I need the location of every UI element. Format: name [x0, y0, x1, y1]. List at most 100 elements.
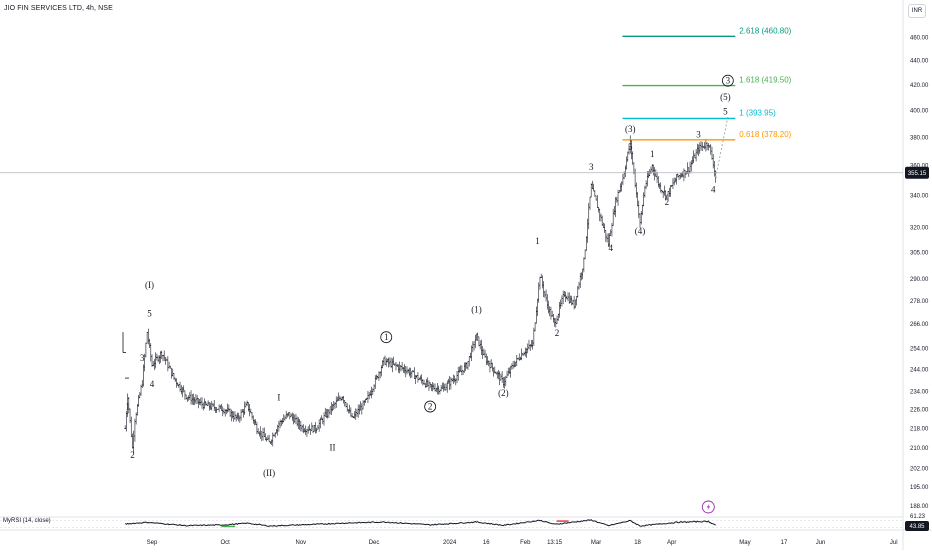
y-tick-label: 226.00 — [910, 408, 929, 414]
y-tick-label: 195.00 — [910, 485, 929, 491]
wave-text: (1) — [471, 305, 482, 315]
wave-text: 5 — [723, 106, 728, 116]
y-tick-label: 234.00 — [910, 389, 929, 395]
x-tick-label: Jun — [816, 540, 826, 546]
wave-text: 3 — [726, 76, 731, 86]
wave-text: 2 — [428, 402, 433, 412]
wave-label: 5 — [147, 308, 152, 318]
fib-label: 1.618 (419.50) — [739, 76, 791, 85]
wave-label: 5 — [628, 142, 633, 152]
wave-text: 1 — [125, 402, 130, 412]
y-tick-label: 305.00 — [910, 251, 929, 257]
wave-circle — [424, 400, 437, 413]
wave-text: (4) — [635, 226, 646, 236]
rsi-indicator-label[interactable]: MyRSI (14, close) — [3, 518, 51, 524]
wave-label: 1 — [535, 236, 540, 246]
wave-circle — [380, 331, 393, 344]
y-tick-label: 244.00 — [910, 367, 929, 373]
wave-text: II — [330, 443, 336, 453]
wave-label: 3 — [140, 353, 145, 363]
rsi-value: 43.85 — [909, 524, 925, 530]
rsi-value-tag — [905, 521, 929, 531]
rsi-top-value: 61.23 — [910, 514, 926, 520]
x-tick-label: 16 — [483, 540, 490, 546]
wave-text: 2 — [665, 197, 670, 207]
wave-label: II — [330, 443, 336, 453]
wave-text: 5 — [147, 308, 152, 318]
wave-text: (3) — [625, 124, 636, 134]
wave-text: 4 — [150, 379, 155, 389]
x-tick-label: Apr — [667, 540, 676, 546]
wave-text: 4 — [711, 185, 716, 195]
current-price-tag: 355.15 — [905, 166, 929, 179]
wave-label: 2 — [665, 197, 670, 207]
wave-text: 1 — [650, 149, 655, 159]
wave-label: (5) — [720, 92, 731, 102]
y-tick-label: 360.00 — [910, 164, 929, 170]
rsi-line — [124, 519, 716, 527]
y-tick-label: 254.00 — [910, 346, 929, 352]
wave-text: 5 — [628, 142, 633, 152]
wave-text: 2 — [555, 328, 560, 338]
wave-label: (1) — [471, 305, 482, 315]
y-tick-label: 202.00 — [910, 466, 929, 472]
x-tick-label: 18 — [634, 540, 641, 546]
wave-label: 3 — [589, 162, 594, 172]
y-tick-label: 320.00 — [910, 225, 929, 231]
y-tick-label: 440.00 — [910, 59, 929, 65]
wave-label: 4 — [711, 185, 716, 195]
y-tick-label: 400.00 — [910, 108, 929, 114]
current-price-line: 355.15 — [0, 166, 929, 514]
candles — [124, 135, 717, 454]
wave-label: (I) — [145, 280, 154, 290]
rsi-oversold-mark — [221, 525, 236, 528]
wave-label: 4 — [608, 243, 613, 253]
wave-text: 4 — [608, 243, 613, 253]
wave-text: 2 — [130, 450, 135, 460]
x-tick-label: Feb — [520, 540, 531, 546]
wave-label: 2 — [130, 450, 135, 460]
y-tick-label: 460.00 — [910, 35, 929, 41]
x-tick-label: 13:15 — [547, 540, 563, 546]
y-tick-label: 210.00 — [910, 446, 929, 452]
wave-label: I — [277, 392, 280, 402]
wave-text: (2) — [498, 388, 509, 398]
x-tick-label: Mar — [591, 540, 601, 546]
wave-text: 3 — [589, 162, 594, 172]
currency-button[interactable]: INR — [908, 4, 926, 18]
y-axis: 188.00 195.00 202.00 210.00 218.00 226.00 234.… — [910, 35, 929, 510]
x-tick-label: Dec — [369, 540, 380, 546]
x-tick-label: Nov — [296, 540, 307, 546]
wave-label: 4 — [150, 379, 155, 389]
wave-label: 2 — [555, 328, 560, 338]
rsi-overbought-mark — [556, 520, 569, 522]
wave-label: 1 — [125, 402, 130, 412]
fib-label: 1 (393.95) — [739, 108, 776, 117]
wave-label: 5 — [723, 106, 728, 116]
fib-label: 2.618 (460.80) — [739, 26, 791, 35]
fib-label: 0.618 (378.20) — [739, 130, 791, 139]
rsi-pane: 43.85 61.23 — [0, 514, 929, 531]
x-tick-label: 2024 — [443, 540, 457, 546]
chart-title: JIO FIN SERVICES LTD, 4h, NSE — [4, 5, 113, 12]
x-tick-label: Jul — [890, 540, 898, 546]
y-tick-label: 266.00 — [910, 322, 929, 328]
wave-labels: 12345(I)III(II)12(1)(2)12345(3)(4)12345(… — [125, 74, 734, 478]
wave-text: I — [277, 392, 280, 402]
x-tick-label: Sep — [147, 540, 158, 546]
x-tick-label: 17 — [781, 540, 788, 546]
wave-text: (I) — [145, 280, 154, 290]
y-tick-label: 290.00 — [910, 277, 929, 283]
y-tick-label: 420.00 — [910, 83, 929, 89]
wave-label: 2 — [424, 400, 437, 413]
wave-label: (3) — [625, 124, 636, 134]
y-tick-label: 218.00 — [910, 426, 929, 432]
wave-label: (II) — [263, 468, 275, 478]
wave-label: 3 — [721, 74, 734, 87]
wave-text: 1 — [535, 236, 540, 246]
wave-label: (2) — [498, 388, 509, 398]
wave-text: 1 — [384, 332, 389, 342]
current-price-value: 355.15 — [908, 171, 927, 177]
